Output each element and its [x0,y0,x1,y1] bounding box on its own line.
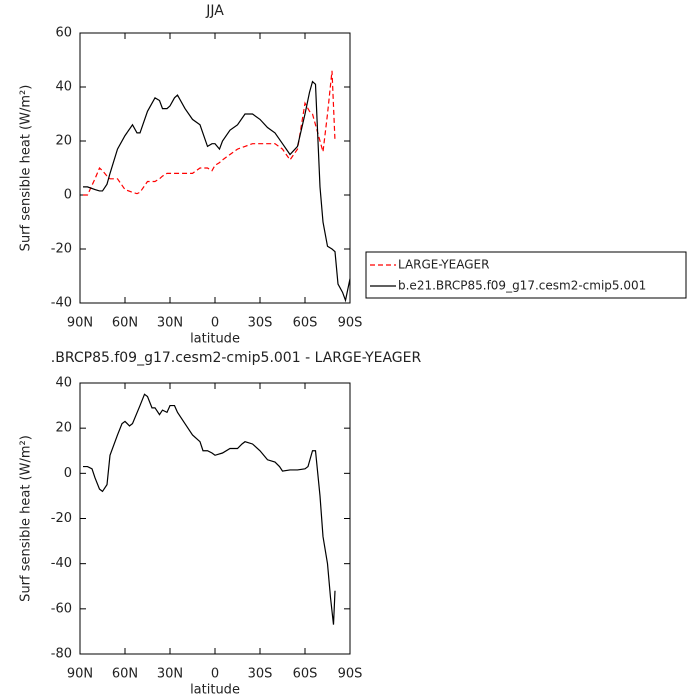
y-tick-label: 0 [64,188,72,203]
y-tick-label: 40 [55,80,72,95]
chart-title: .BRCP85.f09_g17.cesm2-cmip5.001 - LARGE-… [51,350,422,366]
y-tick-label: 20 [55,421,72,436]
x-tick-label: 90N [67,667,93,682]
legend-label: LARGE-YEAGER [398,258,489,272]
x-tick-label: 60S [293,316,318,331]
plot-frame [79,32,351,304]
y-tick-label: 20 [55,134,72,149]
y-tick-label: 60 [55,26,72,41]
legend-label: b.e21.BRCP85.f09_g17.cesm2-cmip5.001 [398,279,646,293]
x-tick-label: 90S [338,667,363,682]
y-tick-label: -80 [51,647,72,662]
x-tick-label: 30N [157,316,183,331]
y-tick-label: 40 [55,376,72,391]
y-tick-label: -40 [51,296,72,311]
x-axis-label: latitude [190,683,240,698]
x-tick-label: 60N [112,316,138,331]
data-line [83,393,336,625]
x-tick-label: 60S [293,667,318,682]
x-tick-label: 30N [157,667,183,682]
y-tick-label: -20 [51,511,72,526]
x-tick-label: 30S [248,316,273,331]
y-axis-label: Surf sensible heat (W/m²) [19,85,34,252]
x-tick-label: 0 [211,667,219,682]
data-line [83,80,351,303]
x-tick-label: 90N [67,316,93,331]
x-tick-label: 0 [211,316,219,331]
y-tick-label: -20 [51,242,72,257]
legend-box [365,251,687,299]
plot-frame [79,382,351,655]
y-tick-label: -40 [51,556,72,571]
data-line [83,70,336,196]
legend: LARGE-YEAGER b.e21.BRCP85.f09_g17.cesm2-c… [365,251,687,299]
y-axis-label: Surf sensible heat (W/m²) [19,435,34,602]
x-tick-label: 90S [338,316,363,331]
y-tick-label: -60 [51,601,72,616]
x-tick-label: 30S [248,667,273,682]
x-tick-label: 60N [112,667,138,682]
y-tick-label: 0 [64,466,72,481]
x-axis-label: latitude [190,332,240,347]
chart-title: JJA [205,3,224,19]
